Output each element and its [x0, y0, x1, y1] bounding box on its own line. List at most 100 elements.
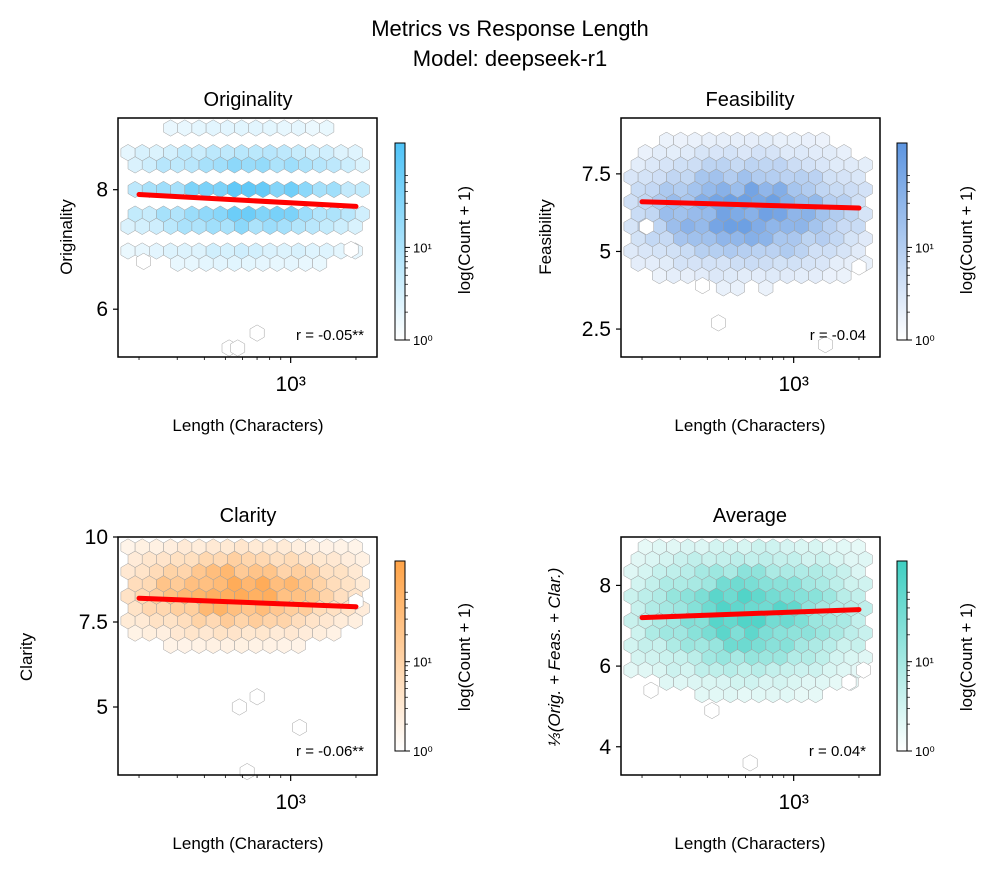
hexbin-cell	[347, 217, 363, 235]
colorbar-gradient	[394, 142, 406, 341]
hexbin-outlier	[231, 698, 247, 716]
hexbin-outlier	[818, 336, 833, 354]
panel-clarity: Clarity 5 7.5 10 10³ r = -0.06** Length (Ch…	[17, 505, 474, 853]
colorbar-feasibility: 10⁰ 10¹	[896, 142, 935, 348]
colorbar-originality: 10⁰ 10¹	[394, 142, 433, 348]
hexbin-cell	[326, 624, 342, 642]
axes-frame-clarity	[117, 536, 378, 776]
colorbar-tick-label: 10¹	[915, 655, 934, 670]
colorbar-tick-label: 10⁰	[915, 333, 935, 348]
colorbar-clarity: 10⁰ 10¹	[394, 560, 433, 759]
ytick-label: 7.5	[582, 163, 611, 186]
hexbin-cell	[808, 686, 823, 704]
xtick-label: 10³	[275, 373, 305, 396]
colorbar-tick-label: 10¹	[915, 240, 934, 255]
hexbin-outlier	[292, 718, 307, 736]
ytick-label: 5	[599, 240, 611, 263]
hexbin-outlier	[343, 241, 359, 258]
colorbar-label-originality: log(Count + 1)	[455, 186, 474, 294]
ytick-label: 8	[599, 574, 611, 597]
panel-title-average: Average	[713, 505, 787, 527]
regression-line-clarity	[136, 595, 359, 610]
hexbin-layer-average	[623, 538, 873, 772]
annotation-feasibility: r = -0.04	[810, 327, 866, 344]
hexbin-cell	[262, 119, 278, 137]
hexbin-cell	[298, 181, 313, 198]
hexbin-cell	[758, 279, 774, 297]
hexbin-cell	[191, 119, 207, 137]
axes-frame-average	[620, 536, 881, 776]
hexbin-cell	[312, 254, 328, 272]
hexbin-outlier	[841, 673, 857, 691]
panel-average: Average 4 6 8 10³ r = 0.04* Length (Charact…	[545, 505, 976, 853]
ylabel-average: ⅓(Orig. + Feas. + Clar.)	[545, 568, 564, 747]
ylabel-originality: Originality	[57, 199, 76, 275]
xlabel-originality: Length (Characters)	[172, 416, 323, 435]
hexbin-cell	[220, 119, 235, 137]
colorbar-tick-label: 10¹	[413, 655, 432, 670]
hexbin-cell	[234, 119, 249, 137]
hexbin-cell	[312, 181, 328, 198]
hexbin-outlier	[742, 754, 758, 772]
figure-title: Metrics vs Response Length	[371, 16, 649, 41]
colorbar-gradient	[896, 142, 908, 341]
hexbin-cell	[291, 119, 306, 137]
axis-ticks-originality: 6 8 10³	[96, 179, 357, 396]
colorbar-average: 10⁰ 10¹	[896, 560, 935, 759]
panel-feasibility: Feasibility 2.5 5 7.5 10³ r = -0.04 Length …	[536, 89, 976, 435]
xlabel-clarity: Length (Characters)	[172, 834, 323, 853]
colorbar-gradient	[394, 560, 406, 752]
ytick-label: 7.5	[79, 611, 108, 634]
regression-line-average	[639, 607, 862, 621]
ytick-label: 6	[96, 298, 108, 321]
hexbin-cell	[205, 119, 221, 137]
hexbin-cell	[291, 636, 306, 654]
xlabel-feasibility: Length (Characters)	[674, 416, 825, 435]
ytick-label: 6	[599, 655, 611, 678]
hexbin-cell	[212, 181, 228, 198]
hexbin-cell	[198, 181, 214, 198]
colorbar-tick-label: 10⁰	[413, 744, 433, 759]
hexbin-outlier	[230, 339, 246, 357]
hexbin-cell	[340, 181, 356, 198]
hexbin-cell	[227, 181, 242, 198]
hexbin-cell	[319, 119, 335, 137]
xtick-label: 10³	[275, 791, 305, 814]
ytick-label: 8	[96, 179, 108, 202]
colorbar-tick-label: 10¹	[413, 240, 432, 255]
hexbin-cell	[177, 119, 193, 137]
axis-ticks-feasibility: 2.5 5 7.5 10³	[582, 163, 860, 396]
hexbin-outlier	[711, 314, 726, 332]
regression-line-originality	[136, 191, 359, 209]
ylabel-feasibility: Feasibility	[536, 199, 555, 275]
hexbin-outlier	[136, 252, 151, 270]
colorbar-tick-label: 10⁰	[915, 744, 935, 759]
hexbin-cell	[305, 119, 320, 137]
hexbin-cell	[149, 242, 164, 260]
hexbin-cell	[347, 612, 363, 630]
axes-frame-originality	[117, 117, 378, 358]
hexbin-cell	[120, 242, 136, 260]
hexbin-cell	[326, 181, 342, 198]
xlabel-average: Length (Characters)	[674, 834, 825, 853]
hexbin-cell	[248, 119, 264, 137]
hexbin-cell	[255, 181, 271, 198]
annotation-clarity: r = -0.06**	[296, 743, 364, 760]
panel-title-clarity: Clarity	[220, 505, 277, 527]
hexbin-cell	[730, 279, 745, 297]
annotation-average: r = 0.04*	[809, 743, 866, 760]
hexbin-cell	[283, 181, 299, 198]
panel-title-feasibility: Feasibility	[706, 89, 795, 111]
ytick-label: 4	[599, 736, 611, 759]
axis-ticks-average: 4 6 8 10³	[599, 574, 860, 814]
ytick-label: 5	[96, 696, 108, 719]
hexbin-cell	[269, 181, 285, 198]
hexbin-cell	[163, 119, 178, 137]
hexbin-cell	[354, 181, 370, 198]
ytick-label: 10	[85, 526, 108, 549]
colorbar-label-feasibility: log(Count + 1)	[957, 186, 976, 294]
hexbin-outlier	[239, 763, 255, 781]
axes-frame-feasibility	[620, 117, 881, 358]
hexbin-outlier	[643, 681, 659, 699]
